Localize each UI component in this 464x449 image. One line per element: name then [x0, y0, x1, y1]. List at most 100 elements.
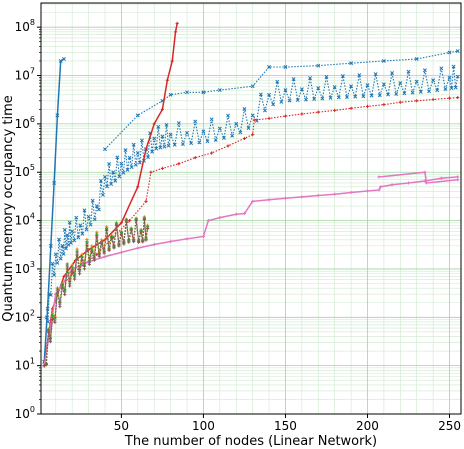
data-point [103, 147, 107, 152]
data-point [70, 229, 75, 234]
data-point [165, 78, 169, 82]
data-point [320, 96, 325, 101]
data-point [141, 240, 145, 244]
series-10 [42, 218, 150, 368]
data-point [365, 104, 370, 108]
data-point [251, 133, 255, 137]
data-point [242, 136, 247, 141]
data-point [58, 256, 63, 261]
series-line-6 [378, 171, 458, 184]
data-point [44, 363, 48, 367]
data-point [146, 227, 150, 231]
data-point [267, 198, 271, 202]
data-point [451, 64, 456, 69]
data-point [251, 199, 255, 203]
data-point [48, 340, 53, 344]
series-4 [42, 95, 460, 368]
data-point [312, 97, 317, 101]
data-point [455, 49, 460, 54]
data-point [300, 195, 304, 199]
data-point [193, 156, 197, 160]
data-point [456, 95, 460, 100]
data-point [435, 88, 440, 93]
data-point [226, 113, 230, 118]
x-tick-label: 150 [274, 419, 297, 433]
data-point [381, 59, 386, 63]
data-point [230, 133, 235, 138]
data-point [449, 86, 454, 91]
data-point [119, 250, 123, 254]
data-point [217, 88, 222, 93]
x-tick-label: 250 [438, 419, 461, 433]
series-1 [42, 64, 460, 364]
data-point [332, 85, 337, 89]
data-point [333, 192, 337, 196]
data-point [62, 227, 67, 232]
data-point [316, 110, 320, 114]
data-point [75, 253, 79, 257]
data-point [447, 96, 452, 100]
data-point [308, 76, 313, 80]
data-point [353, 94, 358, 99]
data-point [287, 98, 292, 103]
data-point [46, 330, 50, 334]
data-point [267, 92, 272, 97]
data-point [76, 235, 81, 240]
data-point [65, 233, 70, 238]
data-point [53, 320, 57, 324]
data-point [111, 170, 116, 175]
data-point [90, 246, 94, 250]
data-point [139, 138, 144, 143]
data-point [185, 237, 189, 241]
data-point [221, 136, 226, 140]
data-point [340, 74, 345, 78]
data-point [109, 236, 114, 240]
data-point [160, 107, 165, 111]
data-point [50, 313, 55, 317]
data-point [53, 252, 58, 257]
series-layer [42, 21, 460, 368]
data-point [382, 103, 386, 107]
data-point [42, 364, 46, 368]
data-point [345, 95, 349, 100]
data-point [55, 260, 60, 265]
data-point [152, 136, 157, 141]
data-point [439, 176, 443, 180]
data-point [125, 167, 130, 172]
data-point [349, 61, 354, 66]
data-point [105, 184, 109, 189]
data-point [137, 240, 141, 244]
data-point [127, 155, 132, 160]
data-point [201, 234, 206, 239]
data-point [414, 57, 419, 61]
data-point [357, 73, 362, 78]
x-ticks: 50 100 150 200 250 [114, 414, 461, 433]
data-point [361, 94, 366, 99]
data-point [52, 181, 57, 185]
data-point [456, 178, 460, 182]
data-point [226, 144, 230, 148]
data-point [65, 267, 69, 271]
data-point [80, 254, 84, 259]
data-point [154, 146, 159, 151]
data-point [144, 238, 148, 242]
data-point [114, 224, 119, 228]
data-point [164, 122, 169, 127]
data-point [77, 272, 82, 276]
data-point [246, 126, 251, 131]
data-point [87, 262, 91, 266]
data-point [62, 274, 66, 279]
data-point [80, 258, 84, 263]
data-point [349, 190, 353, 195]
series-6 [377, 170, 460, 185]
data-point [349, 106, 353, 110]
data-point [291, 77, 296, 81]
data-point [201, 129, 206, 134]
data-point [100, 242, 104, 246]
data-point [136, 185, 140, 189]
data-point [328, 95, 333, 100]
data-point [324, 74, 329, 79]
data-point [142, 218, 146, 222]
data-point [102, 251, 106, 255]
data-point [217, 126, 222, 131]
